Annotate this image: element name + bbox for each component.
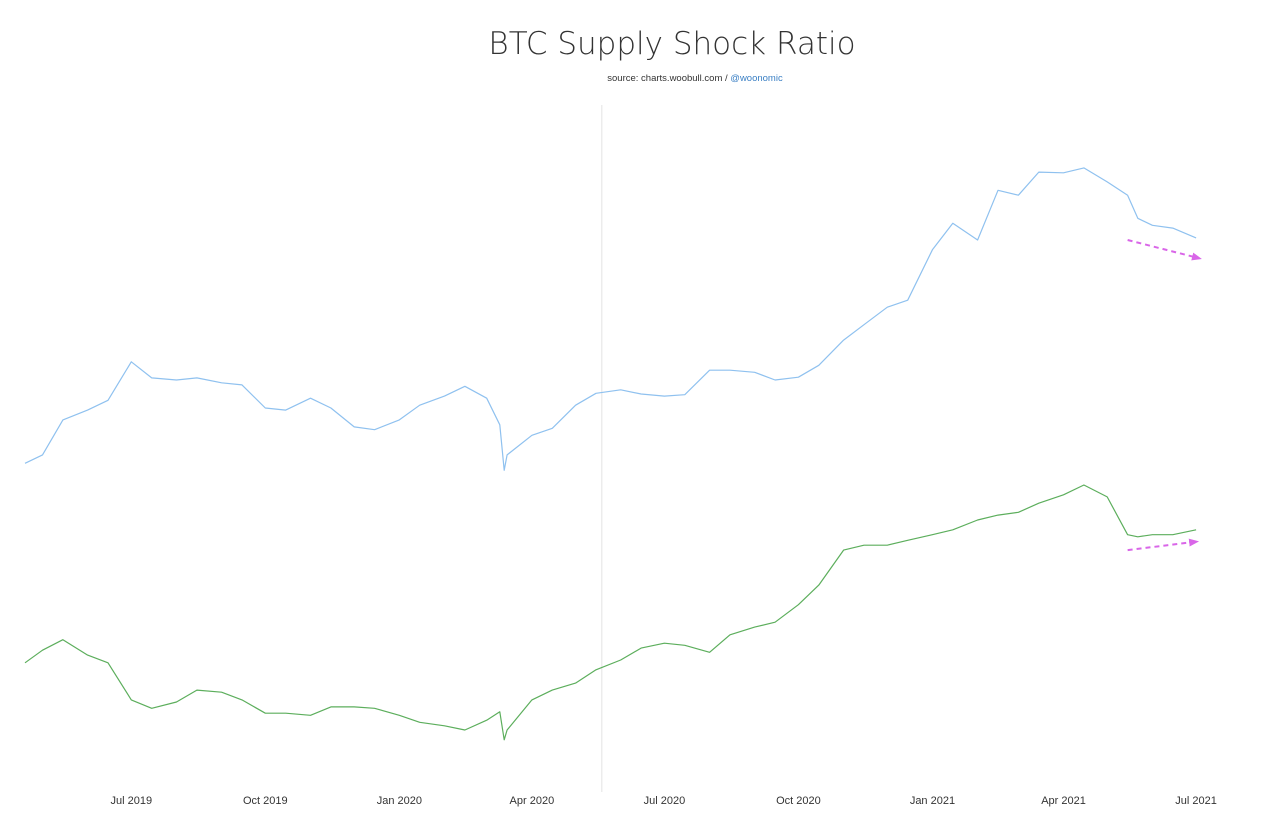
x-tick-label: Jul 2021 <box>1175 795 1217 807</box>
series-line-2 <box>24 484 1197 741</box>
chart-title: BTC Supply Shock Ratio <box>488 26 856 62</box>
author-handle-link[interactable]: @woonomic <box>730 73 783 84</box>
x-tick-label: Oct 2019 <box>243 795 288 807</box>
x-tick-label: Apr 2021 <box>1041 795 1086 807</box>
trend-arrow-2 <box>1127 538 1200 552</box>
x-tick-label: Jan 2021 <box>910 795 955 807</box>
x-tick-label: Jul 2020 <box>644 795 686 807</box>
trend-arrow-1 <box>1127 239 1202 261</box>
series-line-1 <box>24 167 1197 471</box>
x-tick-label: Oct 2020 <box>776 795 821 807</box>
source-text: source: charts.woobull.com / <box>607 73 731 84</box>
x-tick-label: Jul 2019 <box>111 795 153 807</box>
x-tick-label: Apr 2020 <box>510 795 555 807</box>
x-tick-label: Jan 2020 <box>377 795 422 807</box>
chart-subtitle: source: charts.woobull.com / @woonomic <box>0 73 1280 84</box>
